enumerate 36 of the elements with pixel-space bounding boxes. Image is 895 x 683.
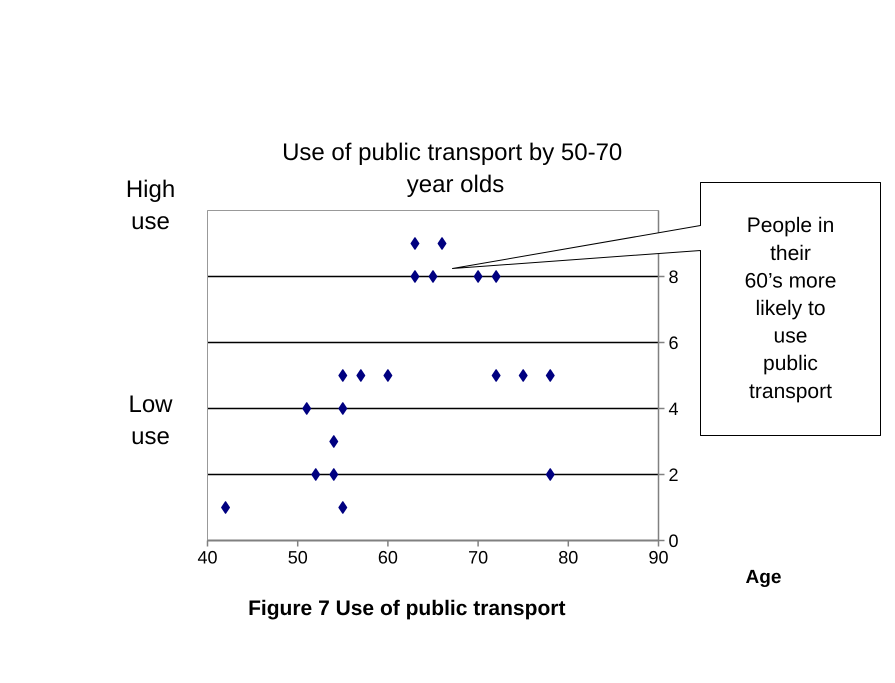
point xyxy=(383,369,392,382)
point xyxy=(492,369,501,382)
x-tick-label: 90 xyxy=(648,548,669,568)
point xyxy=(518,369,528,382)
point xyxy=(221,501,230,514)
point xyxy=(410,270,420,283)
point xyxy=(329,468,338,481)
x-axis-title: Age xyxy=(746,567,782,588)
x-tick-label: 40 xyxy=(197,548,218,568)
point xyxy=(546,468,555,481)
y-tick-label: 8 xyxy=(668,267,679,287)
x-tick-label: 70 xyxy=(468,548,488,568)
point xyxy=(546,369,555,382)
text: People in their 60’s more likely to use public transport xyxy=(744,214,836,403)
y-tick-label: 2 xyxy=(668,465,679,485)
point xyxy=(311,468,320,481)
point xyxy=(492,270,501,283)
caption: Figure 7 Use of public transport xyxy=(248,597,566,620)
y-tick-label: 0 xyxy=(668,531,679,551)
point xyxy=(410,237,420,250)
chart-title: Use of public transport by 50-70 year olds xyxy=(282,138,622,198)
x-tick-label: 80 xyxy=(558,548,578,568)
x-tick-label: 50 xyxy=(288,548,308,568)
point xyxy=(356,369,366,382)
y-tick-label: 6 xyxy=(668,333,679,353)
point xyxy=(338,402,348,415)
point xyxy=(338,501,348,514)
text: High use xyxy=(126,176,176,236)
point xyxy=(329,435,338,448)
point xyxy=(474,270,483,283)
text: Low use xyxy=(128,390,174,450)
point xyxy=(302,402,312,415)
point xyxy=(338,369,348,382)
x-tick-label: 60 xyxy=(378,548,398,568)
point xyxy=(438,237,447,250)
y-tick-label: 4 xyxy=(668,399,679,419)
